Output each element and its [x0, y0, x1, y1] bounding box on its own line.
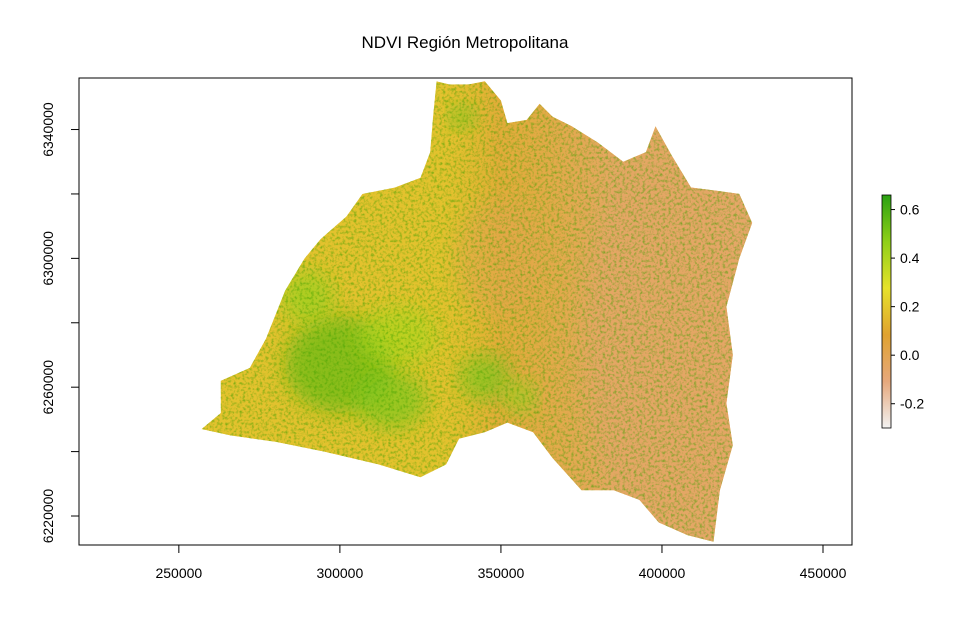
plot-title: NDVI Región Metropolitana — [362, 33, 569, 52]
legend-color-bar — [881, 194, 892, 429]
x-tick-label-3: 400000 — [639, 565, 686, 581]
region-fill-group — [201, 81, 753, 542]
x-tick-label-1: 300000 — [317, 565, 364, 581]
ndvi-raster — [201, 81, 753, 542]
x-tick-label-0: 250000 — [155, 565, 202, 581]
legend-tick-label-0: 0.6 — [900, 202, 920, 218]
y-tick-label-0: 6220000 — [40, 489, 56, 544]
x-axis: 250000 300000 350000 400000 450000 — [155, 545, 847, 581]
y-tick-label-2: 6300000 — [40, 231, 56, 286]
legend-tick-label-3: 0.0 — [900, 347, 920, 363]
legend-tick-label-1: 0.4 — [900, 250, 920, 266]
raster-texture — [201, 81, 753, 542]
x-tick-label-4: 450000 — [800, 565, 847, 581]
y-axis: 6220000 6260000 6300000 6340000 — [40, 102, 79, 543]
plot-frame — [78, 77, 853, 546]
legend-tick-label-4: -0.2 — [900, 396, 924, 412]
ndvi-color-legend: 0.6 0.4 0.2 0.0 -0.2 — [881, 194, 924, 429]
y-tick-label-1: 6260000 — [40, 360, 56, 415]
x-tick-label-2: 350000 — [478, 565, 525, 581]
legend-tick-label-2: 0.2 — [900, 299, 920, 315]
y-tick-label-3: 6340000 — [40, 102, 56, 157]
